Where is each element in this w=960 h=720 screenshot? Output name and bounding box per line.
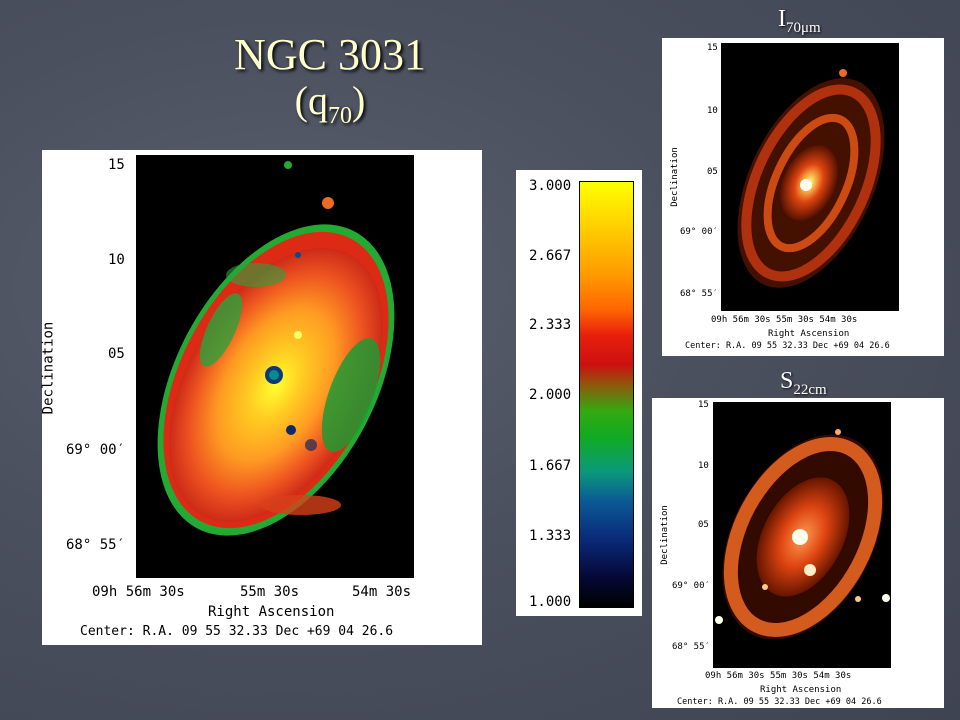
main-xtick: 55m 30s [240, 584, 300, 600]
i70-xlabel: Right Ascension [768, 329, 850, 339]
i70-ytick: 05 [707, 167, 718, 177]
title-line1: NGC 3031 [234, 30, 426, 79]
s22cm-ytick: 69° 00′ [672, 581, 710, 591]
i70-center-coords: Center: R.A. 09 55 32.33 Dec +69 04 26.6 [685, 341, 890, 351]
s22cm-ytick: 10 [698, 461, 709, 471]
colorbar-tick: 1.333 [529, 528, 572, 544]
s22cm-xlabel: Right Ascension [760, 685, 842, 695]
main-ytick: 68° 55′ [66, 537, 126, 553]
main-xtick: 09h 56m 30s [92, 584, 185, 600]
i70-ytick: 15 [707, 43, 718, 53]
main-ytick: 15 [108, 157, 125, 173]
main-ytick: 69° 00′ [66, 442, 126, 458]
colorbar-tick: 3.000 [529, 178, 572, 194]
s22cm-label: S22cm [780, 368, 827, 398]
main-center-coords: Center: R.A. 09 55 32.33 Dec +69 04 26.6 [80, 624, 394, 639]
s22cm-image [713, 402, 891, 668]
i70-label: I70μm [778, 6, 821, 36]
colorbar [579, 181, 634, 608]
i70-ylabel: Declination [669, 147, 680, 207]
colorbar-tick: 1.667 [529, 458, 572, 474]
main-xtick: 54m 30s [352, 584, 412, 600]
s22cm-center-coords: Center: R.A. 09 55 32.33 Dec +69 04 26.6 [677, 697, 882, 707]
colorbar-tick: 2.000 [529, 387, 572, 403]
main-ylabel: Declination [40, 321, 57, 415]
colorbar-tick: 2.333 [529, 317, 572, 333]
colorbar-tick: 2.667 [529, 248, 572, 264]
s22cm-ytick: 15 [698, 400, 709, 410]
q70-map-image [136, 155, 414, 578]
i70-image [721, 43, 899, 311]
main-ytick: 10 [108, 252, 125, 268]
i70-xticks: 09h 56m 30s 55m 30s 54m 30s [711, 315, 858, 325]
i70-ytick: 10 [707, 106, 718, 116]
main-ytick: 05 [108, 346, 125, 362]
s22cm-ytick: 05 [698, 520, 709, 530]
i70-ytick: 68° 55′ [680, 289, 718, 299]
title-line2: (q70) [294, 78, 366, 129]
s22cm-ylabel: Declination [659, 505, 670, 565]
s22cm-ytick: 68° 55′ [672, 642, 710, 652]
i70-ytick: 69° 00′ [680, 227, 718, 237]
s22cm-xticks: 09h 56m 30s 55m 30s 54m 30s [705, 671, 852, 681]
main-xlabel: Right Ascension [208, 604, 335, 620]
colorbar-tick: 1.000 [529, 594, 572, 610]
slide-title: NGC 3031 (q70) [190, 32, 470, 139]
